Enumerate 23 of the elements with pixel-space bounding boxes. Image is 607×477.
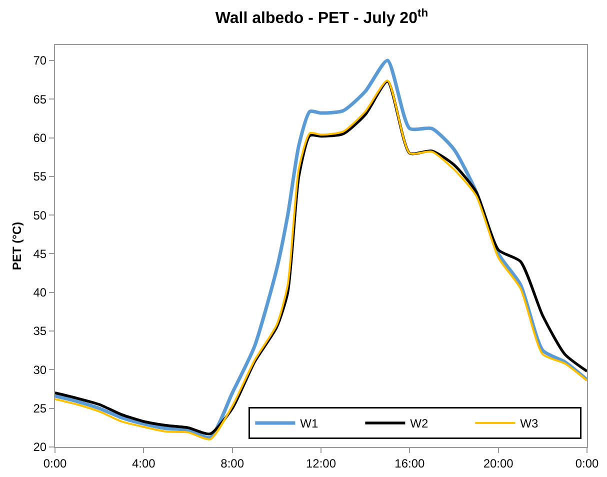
y-tick-label: 65 [33, 92, 47, 106]
y-tick-label: 30 [33, 362, 47, 377]
legend-label: W3 [520, 416, 539, 431]
y-tick-label: 50 [33, 208, 47, 222]
y-tick-label: 35 [33, 324, 47, 338]
x-tick-label: 8:00 [220, 456, 244, 470]
legend-label: W2 [410, 416, 429, 431]
chart-title: Wall albedo - PET - July 20$^{th}$ [215, 7, 428, 28]
y-tick-label: 60 [33, 130, 47, 145]
x-tick-label: 4:00 [132, 456, 156, 470]
x-tick-label: 0:00 [575, 456, 599, 470]
y-axis-title: PET (°C) [10, 222, 24, 270]
y-tick-label: 20 [33, 440, 47, 454]
legend-label: W1 [300, 416, 319, 431]
y-tick-label: 40 [33, 286, 47, 300]
x-tick-label: 16:00 [394, 456, 426, 470]
x-tick-label: 0:00 [43, 456, 67, 470]
y-tick-label: 70 [33, 54, 47, 68]
y-tick-label: 45 [33, 246, 47, 261]
y-tick-label: 25 [33, 402, 47, 416]
y-tick-label: 55 [33, 170, 47, 184]
x-tick-label: 12:00 [306, 456, 336, 470]
x-tick-label: 20:00 [483, 456, 514, 470]
